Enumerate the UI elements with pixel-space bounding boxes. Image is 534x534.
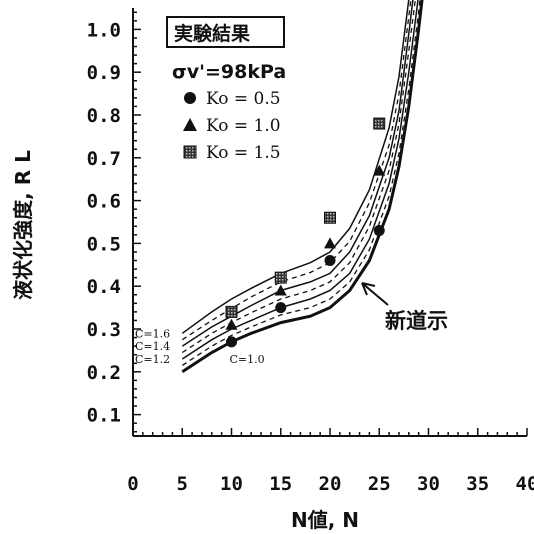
curve-label: C=1.0 <box>230 353 265 366</box>
axes: 0 5 10 15 20 25 30 35 40 0.1 0.2 0.3 0.4 0.5 0.6 0.7 0.8… <box>87 8 534 495</box>
y-tick-label: 0.4 <box>87 276 121 298</box>
curve-c-1-2 <box>182 0 428 359</box>
y-tick-label: 0.6 <box>87 191 121 213</box>
point-circle <box>374 225 385 236</box>
curve-label: C=1.6 <box>135 327 170 340</box>
x-tick-label: 30 <box>417 473 440 495</box>
annotation-label: 新道示 <box>385 309 448 333</box>
point-circle <box>275 302 286 313</box>
y-axis-title: 液状化強度, R L <box>11 150 35 300</box>
x-tick-label: 0 <box>127 473 138 495</box>
x-tick-label: 25 <box>368 473 391 495</box>
legend-subtitle: σv'=98kPa <box>172 61 286 83</box>
x-tick-label: 10 <box>220 473 243 495</box>
x-tick-label: 20 <box>319 473 342 495</box>
curve-label: C=1.2 <box>135 353 170 366</box>
legend-marker-square <box>184 146 196 158</box>
x-tick-label: 35 <box>466 473 489 495</box>
point-triangle <box>226 319 238 330</box>
point-square <box>226 306 237 317</box>
y-tick-label: 0.5 <box>87 233 121 255</box>
x-tick-label: 40 <box>516 473 534 495</box>
legend-title: 実験結果 <box>174 22 250 45</box>
point-circle <box>325 255 336 266</box>
y-tick-label: 0.1 <box>87 405 121 427</box>
y-tick-label: 0.8 <box>87 105 121 127</box>
annotation-shin-doji: 新道示 <box>362 283 448 333</box>
y-tick-label: 0.3 <box>87 319 121 341</box>
legend-marker-triangle <box>183 118 197 131</box>
y-tick-label: 0.9 <box>87 62 121 84</box>
annotation-arrow <box>362 283 388 305</box>
legend-marker-circle <box>184 92 196 104</box>
y-tick-label: 0.7 <box>87 148 121 170</box>
y-tick-label: 0.2 <box>87 362 121 384</box>
legend-label-ko-0-5: Ko = 0.5 <box>206 89 281 109</box>
x-axis-title: N値, N <box>291 508 359 532</box>
curve-dashed <box>182 0 428 352</box>
point-square <box>325 212 336 223</box>
point-square <box>374 118 385 129</box>
x-tick-label: 15 <box>269 473 292 495</box>
curve-label: C=1.4 <box>135 340 170 353</box>
x-tick-label: 5 <box>177 473 188 495</box>
point-square <box>275 272 286 283</box>
legend-label-ko-1-0: Ko = 1.0 <box>206 116 281 136</box>
point-circle <box>226 336 237 347</box>
y-tick-label: 1.0 <box>87 19 121 41</box>
legend: 実験結果 σv'=98kPa Ko = 0.5 Ko = 1.0 Ko = 1.… <box>167 17 286 163</box>
legend-label-ko-1-5: Ko = 1.5 <box>206 143 281 163</box>
point-triangle <box>324 237 336 248</box>
